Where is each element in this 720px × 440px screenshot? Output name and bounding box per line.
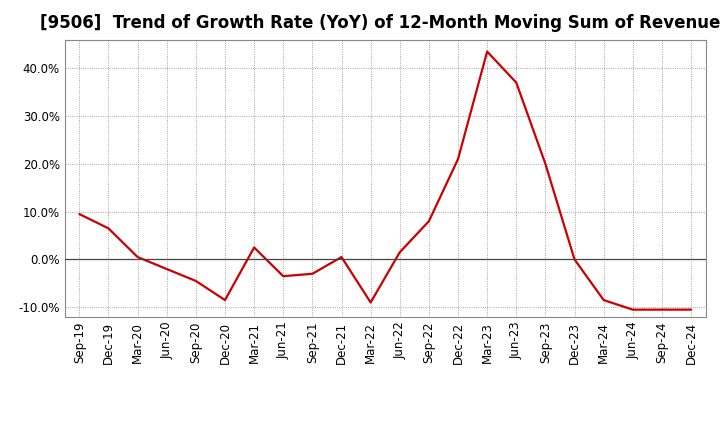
Title: [9506]  Trend of Growth Rate (YoY) of 12-Month Moving Sum of Revenues: [9506] Trend of Growth Rate (YoY) of 12-… [40,15,720,33]
